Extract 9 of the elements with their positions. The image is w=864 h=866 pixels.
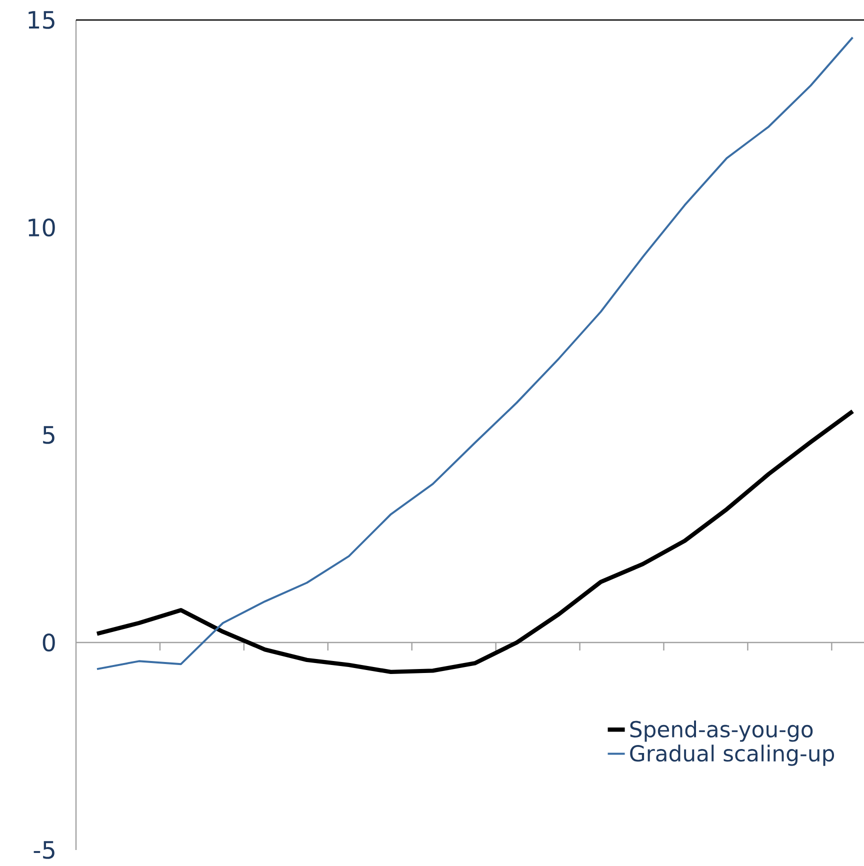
line-series	[94, 409, 855, 674]
y-tick-label: 5	[43, 426, 54, 444]
line-series	[96, 36, 854, 670]
legend-label: Spend-as-you-go	[630, 720, 813, 742]
legend-label: Gradual scaling-up	[630, 744, 834, 766]
y-tick-label: 10	[28, 218, 55, 237]
y-tick-label: -5	[34, 841, 54, 859]
y-tick-label: 15	[28, 11, 54, 29]
y-tick-label: 0	[42, 633, 55, 652]
